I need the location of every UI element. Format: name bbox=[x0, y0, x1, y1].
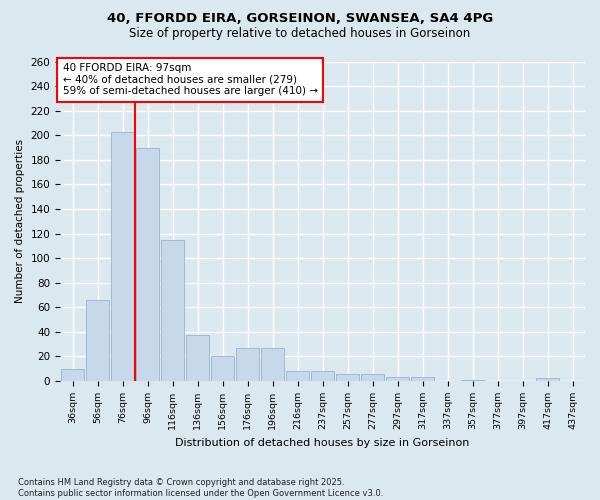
Text: 40, FFORDD EIRA, GORSEINON, SWANSEA, SA4 4PG: 40, FFORDD EIRA, GORSEINON, SWANSEA, SA4… bbox=[107, 12, 493, 26]
Bar bbox=[186, 336, 209, 381]
Bar bbox=[386, 378, 409, 381]
Text: Contains HM Land Registry data © Crown copyright and database right 2025.
Contai: Contains HM Land Registry data © Crown c… bbox=[18, 478, 383, 498]
Bar bbox=[536, 378, 559, 381]
Bar bbox=[111, 132, 134, 381]
Y-axis label: Number of detached properties: Number of detached properties bbox=[15, 139, 25, 304]
Bar bbox=[161, 240, 184, 381]
Bar bbox=[461, 380, 484, 381]
X-axis label: Distribution of detached houses by size in Gorseinon: Distribution of detached houses by size … bbox=[175, 438, 470, 448]
Bar bbox=[211, 356, 234, 381]
Bar bbox=[311, 371, 334, 381]
Bar bbox=[286, 371, 309, 381]
Bar bbox=[411, 378, 434, 381]
Bar bbox=[361, 374, 384, 381]
Text: 40 FFORDD EIRA: 97sqm
← 40% of detached houses are smaller (279)
59% of semi-det: 40 FFORDD EIRA: 97sqm ← 40% of detached … bbox=[62, 63, 317, 96]
Bar bbox=[236, 348, 259, 381]
Text: Size of property relative to detached houses in Gorseinon: Size of property relative to detached ho… bbox=[130, 28, 470, 40]
Bar bbox=[261, 348, 284, 381]
Bar bbox=[136, 148, 159, 381]
Bar bbox=[86, 300, 109, 381]
Bar bbox=[61, 368, 84, 381]
Bar bbox=[336, 374, 359, 381]
